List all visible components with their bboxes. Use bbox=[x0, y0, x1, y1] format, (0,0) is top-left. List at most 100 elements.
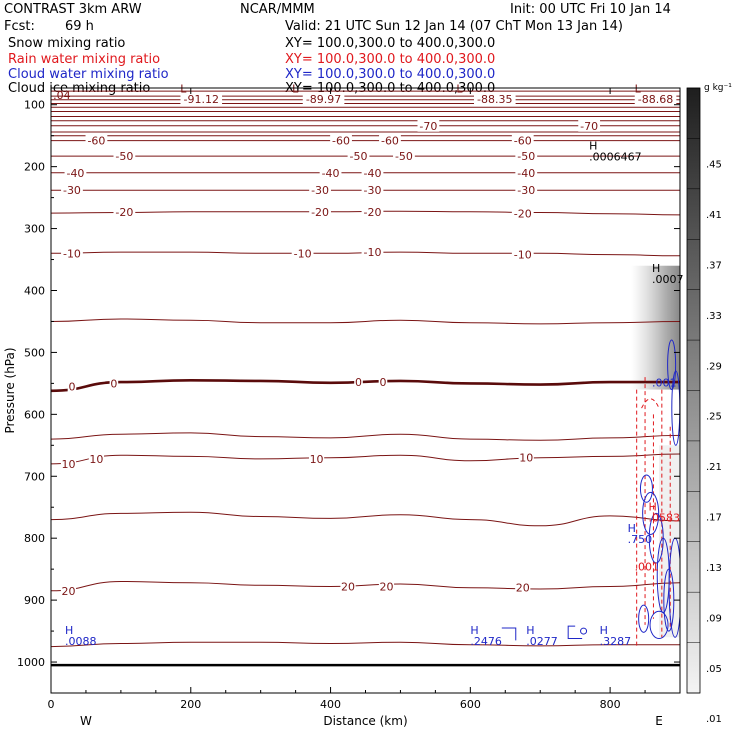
x-tick-label: 0 bbox=[48, 698, 55, 711]
temperature-label: -70 bbox=[419, 120, 437, 133]
extremum-value: .0006467 bbox=[589, 150, 642, 163]
temperature-label: -91.12 bbox=[184, 93, 219, 106]
temperature-label-bg bbox=[578, 119, 601, 132]
extremum-mark: L bbox=[292, 82, 299, 95]
isotherm-line bbox=[51, 511, 680, 527]
extremum-mark: H bbox=[65, 624, 73, 637]
colorbar-tick-label: .45 bbox=[706, 160, 722, 171]
temperature-label-bg bbox=[291, 247, 314, 260]
temperature-label: 0 bbox=[379, 376, 386, 389]
temperature-label: -70 bbox=[580, 120, 598, 133]
temperature-label: 0 bbox=[68, 380, 75, 393]
x-axis-title: Distance (km) bbox=[323, 714, 407, 728]
temperature-label: -60 bbox=[381, 135, 399, 148]
temperature-label-bg bbox=[113, 205, 136, 218]
temperature-label: -10 bbox=[294, 247, 312, 260]
temperature-label: -60 bbox=[332, 135, 350, 148]
y-tick-label: 300 bbox=[24, 223, 45, 236]
temperature-label-bg bbox=[518, 451, 534, 464]
extremum-value: .0277 bbox=[526, 635, 558, 648]
colorbar-tick-label: .37 bbox=[706, 260, 722, 271]
temperature-label: -50 bbox=[115, 150, 133, 163]
temperature-label-bg bbox=[85, 134, 108, 147]
y-tick-label: 800 bbox=[24, 532, 45, 545]
temperature-label: 10 bbox=[89, 453, 103, 466]
temperature-label-bg bbox=[361, 166, 384, 179]
extremum-mark: H bbox=[526, 624, 534, 637]
temperature-label-bg bbox=[634, 93, 677, 106]
extremum-value: .3287 bbox=[600, 635, 632, 648]
temperature-label-bg bbox=[60, 457, 77, 470]
colorbar-tick-label: .29 bbox=[706, 361, 722, 372]
temperature-label-bg bbox=[309, 205, 331, 218]
temperature-label: -40 bbox=[517, 167, 535, 180]
temperature-label: -50 bbox=[517, 150, 535, 163]
x-tick-label: 800 bbox=[600, 698, 621, 711]
temperature-label-bg bbox=[515, 581, 531, 594]
temperature-label: -60 bbox=[514, 135, 532, 148]
x-tick-label: 600 bbox=[460, 698, 481, 711]
cloud-water-contour bbox=[667, 339, 677, 391]
y-tick-label: 200 bbox=[24, 161, 45, 174]
forecast-hour: 69 h bbox=[65, 19, 94, 34]
temperature-label-bg bbox=[379, 134, 401, 147]
temperature-label: 20 bbox=[516, 582, 530, 595]
temperature-label-bg bbox=[473, 93, 516, 106]
temperature-label: -30 bbox=[63, 184, 81, 197]
temperature-label-bg bbox=[361, 184, 384, 197]
temperature-label: -88.35 bbox=[477, 93, 512, 106]
y-tick-label: 600 bbox=[24, 408, 45, 421]
temperature-label-bg bbox=[113, 150, 136, 163]
temperature-label: -60 bbox=[87, 135, 105, 148]
temperature-label: 20 bbox=[341, 580, 355, 593]
temperature-label-bg bbox=[61, 247, 83, 260]
temperature-label: 0 bbox=[355, 376, 362, 389]
temperature-label: 10 bbox=[519, 452, 533, 465]
temperature-label: -10 bbox=[514, 249, 532, 262]
extremum-mark: H bbox=[470, 624, 478, 637]
extremum-value: .001 bbox=[635, 560, 660, 573]
temperature-label: 20 bbox=[61, 585, 75, 598]
colorbar-tick-label: .33 bbox=[706, 311, 722, 322]
cloud-water-contour bbox=[638, 604, 650, 633]
field-xy-snow: XY= 100.0,300.0 to 400.0,300.0 bbox=[285, 36, 496, 51]
temperature-label: -20 bbox=[514, 208, 532, 221]
temperature-label-bg bbox=[330, 134, 352, 147]
extremum-mark: L bbox=[456, 82, 463, 95]
field-xy-cloud-water: XY= 100.0,300.0 to 400.0,300.0 bbox=[285, 67, 496, 82]
cloud-water-contour bbox=[642, 491, 660, 535]
temperature-label: 10 bbox=[61, 458, 75, 471]
temperature-label: -89.97 bbox=[306, 93, 341, 106]
colorbar-unit: g kg⁻¹ bbox=[704, 83, 732, 93]
temperature-label-bg bbox=[511, 248, 534, 261]
extremum-value: .04 bbox=[53, 89, 70, 102]
temperature-label-bg bbox=[511, 134, 534, 147]
extremum-mark: H bbox=[589, 139, 597, 152]
y-tick-label: 100 bbox=[24, 99, 45, 112]
temperature-label-bg bbox=[361, 205, 384, 218]
temperature-label: -88.68 bbox=[638, 93, 673, 106]
extremum-mark: H bbox=[600, 624, 608, 637]
cloud-water-contour bbox=[639, 474, 653, 503]
institution: NCAR/MMM bbox=[240, 2, 315, 17]
temperature-label-bg bbox=[347, 150, 370, 163]
temperature-label-bg bbox=[378, 580, 395, 593]
cloud-water-contour bbox=[663, 568, 675, 632]
cloud-water-contour bbox=[580, 627, 588, 635]
extremum-mark: H bbox=[649, 500, 657, 513]
temperature-label-bg bbox=[417, 119, 440, 132]
temperature-label-bg bbox=[180, 93, 223, 106]
isotherm-line bbox=[51, 318, 680, 325]
temperature-label-bg bbox=[361, 246, 384, 259]
temperature-label-bg bbox=[340, 580, 356, 593]
field-name-cloud-water: Cloud water mixing ratio bbox=[8, 67, 169, 82]
temperature-label-bg bbox=[61, 184, 83, 197]
colorbar-tick-label: .05 bbox=[706, 664, 722, 675]
x-tick-label: 400 bbox=[320, 698, 341, 711]
temperature-label: -40 bbox=[322, 167, 340, 180]
colorbar-tick-label: .09 bbox=[706, 613, 722, 624]
temperature-label: 0 bbox=[110, 377, 117, 390]
temperature-label-bg bbox=[515, 150, 538, 163]
temperature-label: 10 bbox=[310, 453, 324, 466]
colorbar-tick-label: .21 bbox=[706, 462, 722, 473]
